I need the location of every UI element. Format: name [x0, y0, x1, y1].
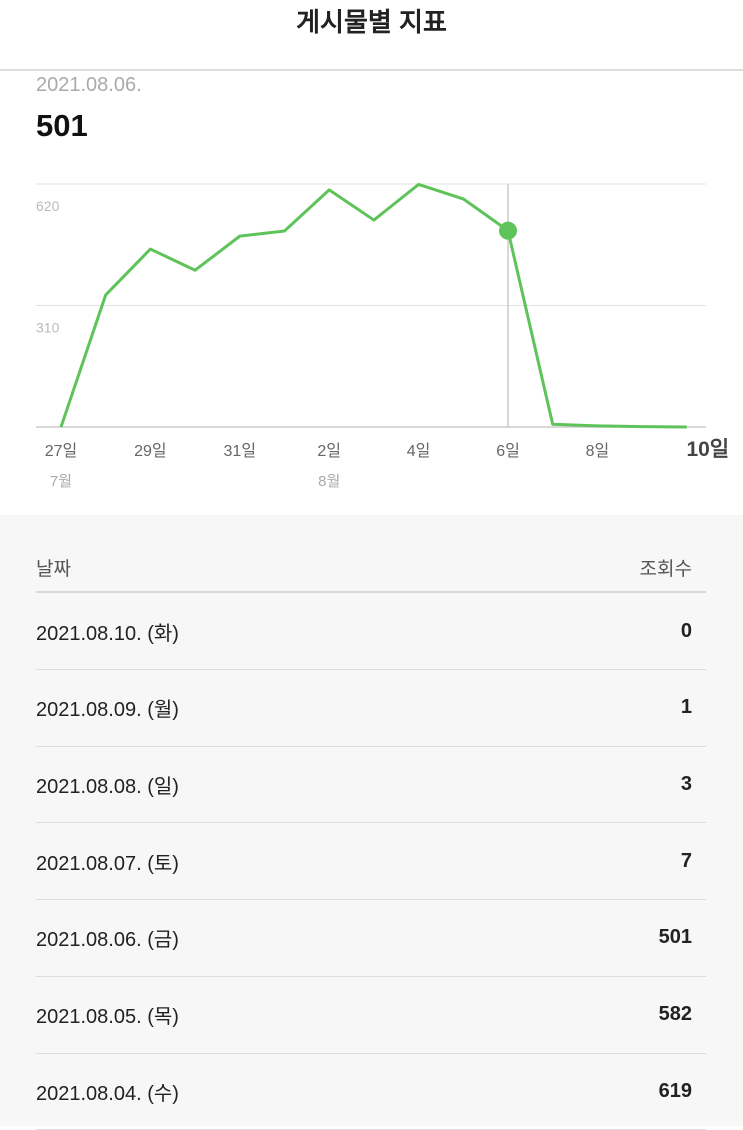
- table-header: 날짜 조회수: [36, 543, 706, 593]
- views-cell: 501: [658, 926, 692, 949]
- x-tick-label: 10일: [686, 438, 729, 461]
- table-row: 2021.08.06. (금) 501: [36, 900, 706, 977]
- header-cell: 조회수: [639, 558, 692, 580]
- date-cell: 2021.08.04. (수): [36, 1082, 179, 1105]
- table-row: 2021.08.07. (토) 7: [36, 823, 706, 901]
- table: 날짜 조회수 2021.08.10. (화) 0 2021.08.09. (월) 1 202…: [0, 515, 743, 1130]
- header-cell: 날짜: [36, 558, 71, 580]
- x-tick-label: 31일: [224, 442, 257, 460]
- views-cell: 619: [658, 1079, 692, 1102]
- table-row: 2021.08.05. (목) 582: [36, 977, 706, 1054]
- date-cell: 2021.08.06. (금): [36, 929, 179, 952]
- table-row: 2021.08.04. (수) 619: [36, 1053, 706, 1130]
- x-tick-label: 6일: [496, 442, 520, 460]
- date-cell: 2021.08.09. (월): [36, 699, 179, 722]
- date-cell: 2021.08.07. (토): [36, 852, 179, 875]
- date-cell: 2021.08.08. (일): [36, 775, 179, 798]
- views-cell: 1: [680, 696, 692, 719]
- selected-value: 501: [36, 108, 88, 143]
- views-cell: 3: [680, 772, 692, 795]
- x-tick-label: 8일: [586, 442, 610, 460]
- views-cell: 0: [680, 619, 692, 642]
- date-cell: 2021.08.10. (화): [36, 622, 179, 645]
- table-row: 2021.08.08. (일) 3: [36, 746, 706, 824]
- x-month-label: 8월: [318, 473, 340, 490]
- x-tick-label: 29일: [134, 442, 167, 460]
- views-cell: 582: [658, 1003, 692, 1025]
- selected-date: 2021.08.06.: [36, 74, 142, 96]
- table-row: 2021.08.09. (월) 1: [36, 670, 706, 747]
- page-title: 게시물별 지표: [0, 0, 743, 71]
- y-tick-label: 310: [36, 320, 60, 336]
- x-tick-label: 4일: [407, 442, 431, 460]
- x-tick-label: 27일: [45, 442, 78, 460]
- views-cell: 7: [680, 849, 692, 872]
- y-tick-label: 620: [36, 198, 60, 214]
- chart: 310 620 27일 7월 29일 31일 2일 8월 4일 6일 8일 10일: [36, 182, 729, 490]
- table-row: 2021.08.10. (화) 0: [36, 593, 706, 670]
- x-tick-label: 2일: [317, 442, 341, 460]
- line: [59, 182, 687, 429]
- date-cell: 2021.08.05. (목): [36, 1006, 179, 1028]
- x-month-label: 7월: [50, 473, 72, 490]
- highlight-point: [499, 221, 517, 240]
